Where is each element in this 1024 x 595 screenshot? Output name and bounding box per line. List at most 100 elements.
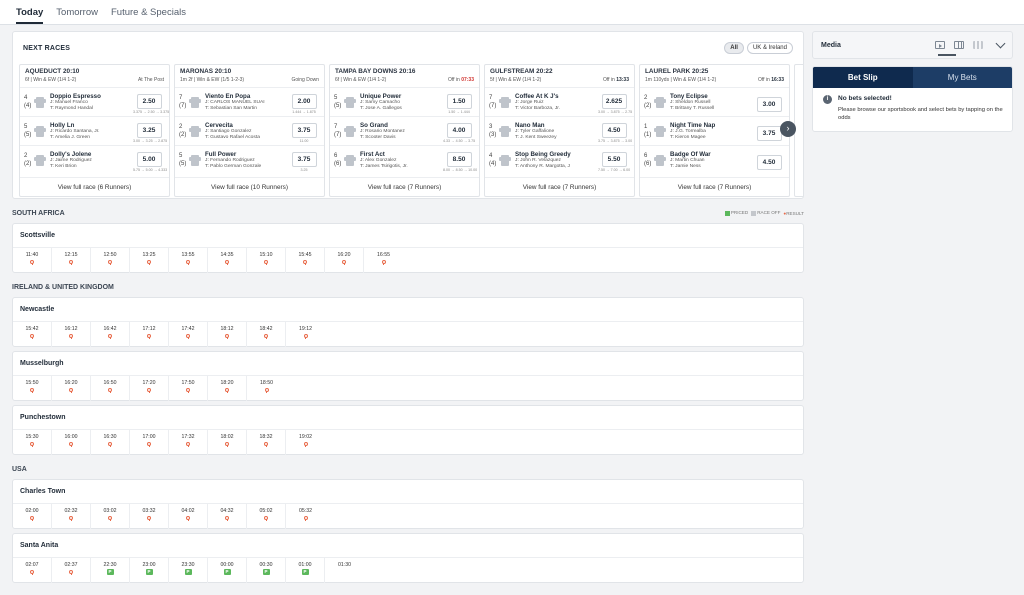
odds-button[interactable]: 2.00 [291, 94, 317, 109]
racecard-grid-icon[interactable] [954, 41, 964, 49]
race-time-slot[interactable]: 15:30 [13, 430, 52, 455]
race-time-slot[interactable]: 02:37 [52, 558, 91, 583]
race-time-slot[interactable]: 23:00 P [130, 558, 169, 583]
race-time-slot[interactable]: 04:02 [169, 504, 208, 529]
race-time-slot[interactable]: 13:25 [130, 248, 169, 273]
race-time-slot[interactable]: 02:07 [13, 558, 52, 583]
race-time-slot[interactable]: 18:32 [247, 430, 286, 455]
active-media-underline [938, 54, 956, 56]
race-name[interactable]: GULFSTREAM 20:22 [490, 68, 553, 75]
race-time-slot[interactable]: 11:40 [13, 248, 52, 273]
race-time-slot[interactable]: 14:35 [208, 248, 247, 273]
race-time-slot[interactable]: 00:00 P [208, 558, 247, 583]
race-time-slot[interactable]: 05:02 [247, 504, 286, 529]
odds-button[interactable]: 3.75 [291, 123, 317, 138]
odds-button[interactable]: 8.50 [446, 152, 472, 167]
tab-future-specials[interactable]: Future & Specials [110, 7, 186, 18]
race-time-slot[interactable]: 03:32 [130, 504, 169, 529]
race-time-slot[interactable]: 16:20 [52, 376, 91, 401]
odds-button[interactable]: 3.75 [291, 152, 317, 167]
meeting-name[interactable]: Punchestown [13, 406, 803, 430]
view-full-race-link[interactable]: View full race (6 Runners) [20, 177, 169, 196]
odds-button[interactable]: 4.00 [446, 123, 472, 138]
race-time-slot[interactable]: 15:45 [286, 248, 325, 273]
race-time-slot[interactable]: 12:50 [91, 248, 130, 273]
odds-button[interactable]: 3.00 [756, 96, 782, 112]
odds-button[interactable]: 5.00 [136, 152, 162, 167]
race-time-slot[interactable]: 17:50 [169, 376, 208, 401]
result-pin-icon [186, 516, 190, 521]
meeting-name[interactable]: Scottsville [13, 224, 803, 248]
region-header: SOUTH AFRICA PRICED RACE OFF ●RESULT [12, 207, 804, 219]
odds-button[interactable]: 2.625 [601, 94, 627, 109]
runner-row: 2 (2) Dolly's Jolene J: Jaime Rodriguez T: K… [20, 145, 169, 174]
race-time-slot[interactable]: 18:20 [208, 376, 247, 401]
play-video-icon[interactable] [935, 41, 945, 49]
race-time-slot[interactable]: 12:15 [52, 248, 91, 273]
race-name[interactable]: MARONAS 20:10 [180, 68, 232, 75]
race-time-slot[interactable]: 16:55 [364, 248, 403, 273]
race-name[interactable]: AQUEDUCT 20:10 [25, 68, 80, 75]
race-time-slot[interactable]: 15:10 [247, 248, 286, 273]
race-time-slot[interactable]: 01:30 [325, 558, 364, 583]
race-time-slot[interactable]: 17:20 [130, 376, 169, 401]
race-time-slot[interactable]: 02:00 [13, 504, 52, 529]
race-time-slot[interactable]: 23:30 P [169, 558, 208, 583]
race-time-slot[interactable]: 17:32 [169, 430, 208, 455]
next-arrow-icon[interactable]: › [780, 121, 796, 137]
tab-tomorrow[interactable]: Tomorrow [56, 7, 98, 18]
race-time-slot[interactable]: 17:42 [169, 322, 208, 347]
race-time-slot[interactable]: 18:42 [247, 322, 286, 347]
race-time-slot[interactable]: 16:50 [91, 376, 130, 401]
race-time-slot[interactable]: 05:32 [286, 504, 325, 529]
race-time-slot[interactable]: 17:00 [130, 430, 169, 455]
race-time-slot[interactable]: 15:50 [13, 376, 52, 401]
stats-bars-icon[interactable] [973, 41, 983, 49]
race-time-slot[interactable]: 22:30 P [91, 558, 130, 583]
race-time-slot[interactable]: 16:00 [52, 430, 91, 455]
race-time-slot[interactable]: 18:50 [247, 376, 286, 401]
filter-all-pill[interactable]: All [724, 42, 744, 54]
race-time-slot[interactable]: 03:02 [91, 504, 130, 529]
race-name[interactable]: TAMPA BAY DOWNS 20:16 [335, 68, 416, 75]
tab-my-bets[interactable]: My Bets [947, 73, 977, 82]
race-time-slot[interactable]: 04:32 [208, 504, 247, 529]
odds-button[interactable]: 1.50 [446, 94, 472, 109]
view-full-race-link[interactable]: View full race (7 Runners) [330, 177, 479, 196]
odds-container: 5.50 7.50 → 7.00 → 6.00 [598, 148, 630, 172]
view-full-race-link[interactable]: View full race (10 Runners) [175, 177, 324, 196]
race-time-slot[interactable]: 02:32 [52, 504, 91, 529]
odds-button[interactable]: 3.25 [136, 123, 162, 138]
view-full-race-link[interactable]: View full race (7 Runners) [640, 177, 789, 196]
odds-button[interactable]: 3.75 [756, 125, 782, 141]
tab-today[interactable]: Today [16, 7, 44, 24]
race-name[interactable]: LAUREL PARK 20:25 [645, 68, 709, 75]
filter-uk-ireland-pill[interactable]: UK & Ireland [746, 42, 793, 54]
race-time-slot[interactable]: 01:00 P [286, 558, 325, 583]
region-header: IRELAND & UNITED KINGDOM [12, 281, 804, 293]
race-time-slot[interactable]: 16:20 [325, 248, 364, 273]
meeting-name[interactable]: Santa Anita [13, 534, 803, 558]
chevron-down-icon[interactable] [995, 38, 1006, 48]
race-time-slot[interactable]: 19:02 [286, 430, 325, 455]
race-time-slot[interactable]: 18:12 [208, 322, 247, 347]
race-time-slot[interactable]: 00:30 P [247, 558, 286, 583]
meeting-name[interactable]: Newcastle [13, 298, 803, 322]
odds-button[interactable]: 2.50 [136, 94, 162, 109]
odds-button[interactable]: 4.50 [756, 154, 782, 170]
odds-container: 2.50 3.375 → 2.50 → 3.375 [133, 90, 169, 114]
view-full-race-link[interactable]: View full race (7 Runners) [485, 177, 634, 196]
race-time-slot[interactable]: 13:55 [169, 248, 208, 273]
odds-button[interactable]: 5.50 [601, 152, 627, 167]
odds-button[interactable]: 4.50 [601, 123, 627, 138]
meeting-name[interactable]: Musselburgh [13, 352, 803, 376]
race-time-slot[interactable]: 19:12 [286, 322, 325, 347]
meeting-name[interactable]: Charles Town [13, 480, 803, 504]
race-time-slot[interactable]: 16:42 [91, 322, 130, 347]
race-time-slot[interactable]: 16:12 [52, 322, 91, 347]
race-time-slot[interactable]: 18:02 [208, 430, 247, 455]
race-time-slot[interactable]: 17:12 [130, 322, 169, 347]
tab-bet-slip[interactable]: Bet Slip [813, 67, 913, 88]
race-time-slot[interactable]: 16:30 [91, 430, 130, 455]
race-time-slot[interactable]: 15:42 [13, 322, 52, 347]
